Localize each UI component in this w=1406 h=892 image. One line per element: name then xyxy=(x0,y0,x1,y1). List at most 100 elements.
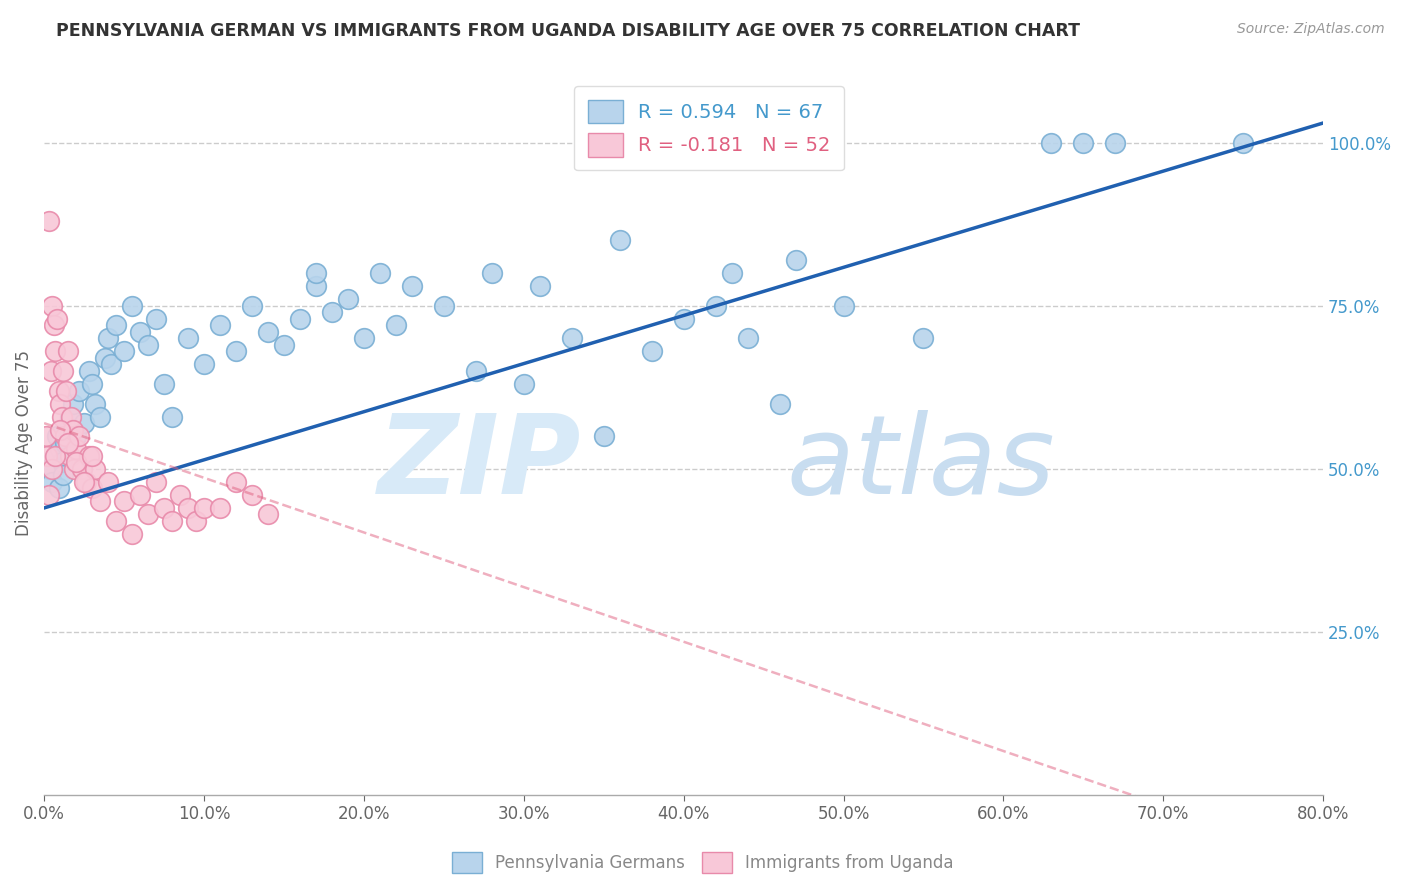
Point xyxy=(51,455,73,469)
Point xyxy=(84,396,107,410)
Point xyxy=(52,364,75,378)
Point xyxy=(105,318,128,333)
Point xyxy=(44,344,66,359)
Point xyxy=(67,429,90,443)
Point xyxy=(385,318,408,333)
Point xyxy=(53,429,76,443)
Point xyxy=(208,500,231,515)
Point xyxy=(193,358,215,372)
Point xyxy=(160,409,183,424)
Point xyxy=(56,435,79,450)
Point xyxy=(529,279,551,293)
Point xyxy=(42,318,65,333)
Legend: Pennsylvania Germans, Immigrants from Uganda: Pennsylvania Germans, Immigrants from Ug… xyxy=(446,846,960,880)
Point xyxy=(768,396,790,410)
Point xyxy=(89,494,111,508)
Point xyxy=(49,423,72,437)
Point xyxy=(59,449,82,463)
Point xyxy=(136,338,159,352)
Point xyxy=(336,292,359,306)
Point xyxy=(41,475,63,489)
Point xyxy=(1104,136,1126,150)
Point xyxy=(62,423,84,437)
Point xyxy=(53,435,76,450)
Text: PENNSYLVANIA GERMAN VS IMMIGRANTS FROM UGANDA DISABILITY AGE OVER 75 CORRELATION: PENNSYLVANIA GERMAN VS IMMIGRANTS FROM U… xyxy=(56,22,1080,40)
Point xyxy=(38,488,60,502)
Point xyxy=(153,500,176,515)
Point xyxy=(112,494,135,508)
Point xyxy=(177,331,200,345)
Point xyxy=(63,462,86,476)
Point xyxy=(67,384,90,398)
Point xyxy=(129,325,152,339)
Point xyxy=(273,338,295,352)
Point xyxy=(38,462,60,476)
Point xyxy=(65,429,87,443)
Point xyxy=(49,396,72,410)
Point xyxy=(97,331,120,345)
Point xyxy=(56,423,79,437)
Point xyxy=(77,449,100,463)
Point xyxy=(73,416,96,430)
Point xyxy=(288,311,311,326)
Point xyxy=(136,508,159,522)
Point xyxy=(35,429,58,443)
Point xyxy=(84,462,107,476)
Legend: R = 0.594   N = 67, R = -0.181   N = 52: R = 0.594 N = 67, R = -0.181 N = 52 xyxy=(574,86,844,170)
Point xyxy=(609,234,631,248)
Point xyxy=(225,344,247,359)
Point xyxy=(720,266,742,280)
Point xyxy=(129,488,152,502)
Point xyxy=(561,331,583,345)
Point xyxy=(45,429,67,443)
Point xyxy=(48,384,70,398)
Point xyxy=(51,409,73,424)
Point xyxy=(169,488,191,502)
Point xyxy=(60,409,83,424)
Point xyxy=(737,331,759,345)
Point xyxy=(184,514,207,528)
Point xyxy=(39,364,62,378)
Point xyxy=(73,475,96,489)
Point xyxy=(704,299,727,313)
Point xyxy=(208,318,231,333)
Point xyxy=(65,442,87,457)
Point xyxy=(481,266,503,280)
Point xyxy=(1040,136,1063,150)
Point xyxy=(44,449,66,463)
Point xyxy=(80,376,103,391)
Text: ZIP: ZIP xyxy=(378,410,581,517)
Point xyxy=(672,311,695,326)
Point xyxy=(257,508,280,522)
Point xyxy=(160,514,183,528)
Point xyxy=(121,299,143,313)
Point xyxy=(37,449,59,463)
Point xyxy=(832,299,855,313)
Point xyxy=(401,279,423,293)
Point xyxy=(105,514,128,528)
Point xyxy=(77,364,100,378)
Point xyxy=(153,376,176,391)
Point xyxy=(240,299,263,313)
Point xyxy=(145,311,167,326)
Point xyxy=(112,344,135,359)
Point xyxy=(1071,136,1094,150)
Point xyxy=(80,449,103,463)
Point xyxy=(52,468,75,483)
Point xyxy=(433,299,456,313)
Point xyxy=(41,299,63,313)
Point xyxy=(100,358,122,372)
Point xyxy=(592,429,614,443)
Point xyxy=(65,455,87,469)
Point xyxy=(240,488,263,502)
Point xyxy=(94,351,117,365)
Point xyxy=(1232,136,1254,150)
Point xyxy=(464,364,486,378)
Point xyxy=(59,409,82,424)
Point xyxy=(353,331,375,345)
Point xyxy=(145,475,167,489)
Text: Source: ZipAtlas.com: Source: ZipAtlas.com xyxy=(1237,22,1385,37)
Y-axis label: Disability Age Over 75: Disability Age Over 75 xyxy=(15,350,32,536)
Point xyxy=(45,311,67,326)
Point xyxy=(785,253,807,268)
